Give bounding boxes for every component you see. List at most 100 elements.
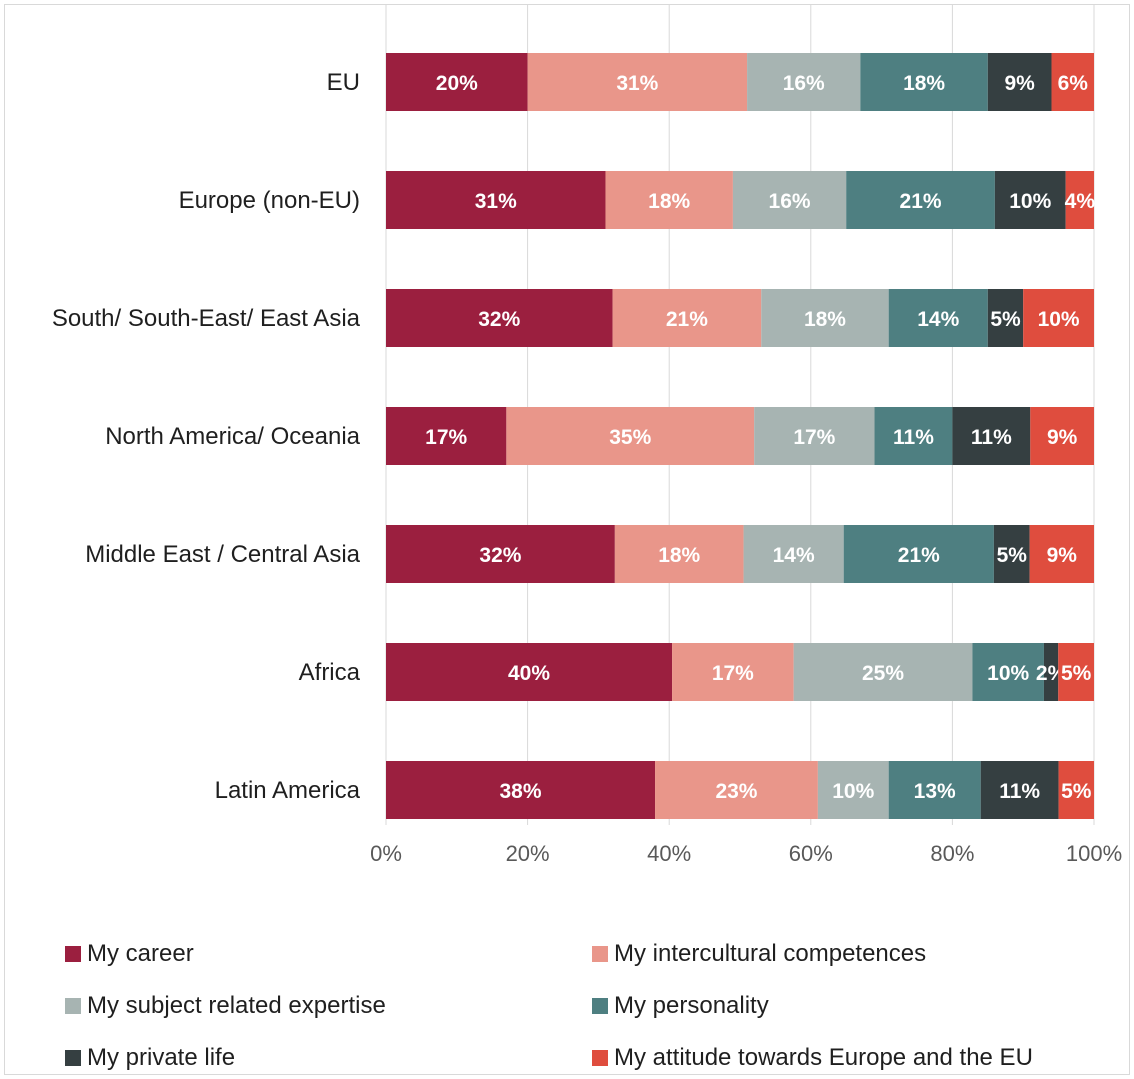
x-tick-label: 40%: [647, 841, 691, 866]
data-label: 23%: [715, 780, 757, 803]
data-label: 21%: [898, 544, 940, 567]
bar-segment: [732, 171, 847, 229]
chart-frame: 0% 20% 40% 60% 80% 100% EU 20% 31% 16% 18% 9% 6% Euro…: [4, 4, 1130, 1075]
data-label: 32%: [479, 544, 521, 567]
bar-segment: [754, 407, 875, 465]
data-label: 10%: [1009, 190, 1051, 213]
data-label: 4%: [1065, 190, 1096, 213]
legend-label: My subject related expertise: [87, 992, 386, 1019]
category-label: North America/ Oceania: [105, 423, 360, 450]
data-label: 18%: [648, 190, 690, 213]
bar-segment: [993, 525, 1030, 583]
bar-segment: [793, 643, 973, 701]
category-label: Africa: [299, 659, 361, 686]
data-label: 16%: [783, 72, 825, 95]
data-label: 9%: [1047, 426, 1078, 449]
data-label: 17%: [712, 662, 754, 685]
category-label: Middle East / Central Asia: [85, 541, 360, 568]
bar-segment: [1065, 171, 1094, 229]
legend-swatch: [592, 998, 608, 1014]
data-label: 14%: [773, 544, 815, 567]
bar-segment: [386, 761, 656, 819]
bar-segment: [817, 761, 889, 819]
bar-segment: [747, 53, 861, 111]
legend-item: My attitude towards Europe and the EU: [592, 1044, 1033, 1072]
bar-segment: [1058, 643, 1094, 701]
data-label: 16%: [769, 190, 811, 213]
legend-item: My intercultural competences: [592, 940, 926, 968]
category-label: Latin America: [215, 777, 361, 804]
category-label: EU: [327, 69, 360, 96]
x-tick-label: 0%: [370, 841, 402, 866]
stacked-bar-chart: 0% 20% 40% 60% 80% 100% EU 20% 31% 16% 18% 9% 6% Euro…: [52, 5, 1122, 866]
bar-segment: [386, 289, 613, 347]
legend-swatch: [65, 1050, 81, 1066]
bar-segment: [386, 53, 528, 111]
data-label: 40%: [508, 662, 550, 685]
bar-segment: [743, 525, 844, 583]
bar-segment: [994, 171, 1066, 229]
data-label: 32%: [478, 308, 520, 331]
data-label: 11%: [971, 426, 1012, 449]
x-tick-label: 60%: [789, 841, 833, 866]
bar-segment: [987, 53, 1052, 111]
x-tick-label: 20%: [506, 841, 550, 866]
bar-segment: [843, 525, 994, 583]
data-label: 5%: [1061, 662, 1092, 685]
bar-segment: [506, 407, 755, 465]
bar-segment: [655, 761, 818, 819]
bar-segment: [846, 171, 995, 229]
legend-swatch: [65, 998, 81, 1014]
legend-label: My personality: [614, 992, 769, 1019]
bar-segment: [1058, 761, 1094, 819]
bar-segment: [874, 407, 953, 465]
x-tick-label: 80%: [930, 841, 974, 866]
data-label: 10%: [987, 662, 1029, 685]
bar-segment: [860, 53, 988, 111]
legend-item: My career: [65, 940, 194, 968]
bar-segment: [612, 289, 762, 347]
legend-label: My intercultural competences: [614, 940, 927, 967]
bar-segment: [888, 761, 981, 819]
data-label: 31%: [475, 190, 517, 213]
bar-segment: [952, 407, 1031, 465]
data-label: 13%: [914, 780, 956, 803]
data-label: 17%: [793, 426, 835, 449]
data-label: 38%: [500, 780, 542, 803]
data-label: 21%: [666, 308, 708, 331]
data-label: 31%: [616, 72, 658, 95]
bar-segment: [888, 289, 988, 347]
bar-segment: [761, 289, 889, 347]
category-label: South/ South-East/ East Asia: [52, 305, 361, 332]
category-label: Europe (non-EU): [179, 187, 360, 214]
bar-segment: [1029, 525, 1094, 583]
data-label: 9%: [1004, 72, 1035, 95]
data-label: 18%: [903, 72, 945, 95]
bar-segment: [614, 525, 744, 583]
bar-segment: [527, 53, 748, 111]
x-tick-label: 100%: [1066, 841, 1122, 866]
bar-segment: [1043, 643, 1059, 701]
legend-label: My career: [87, 940, 194, 967]
legend-item: My private life: [65, 1044, 235, 1072]
legend-swatch: [592, 1050, 608, 1066]
data-label: 10%: [1038, 308, 1080, 331]
bar-segment: [386, 525, 615, 583]
legend-swatch: [65, 946, 81, 962]
legend-item: My subject related expertise: [65, 992, 386, 1020]
data-label: 5%: [1061, 780, 1092, 803]
data-label: 5%: [997, 544, 1028, 567]
data-label: 18%: [658, 544, 700, 567]
data-label: 9%: [1047, 544, 1078, 567]
legend-label: My private life: [87, 1044, 236, 1071]
bar-segment: [386, 171, 606, 229]
data-label: 25%: [862, 662, 904, 685]
data-label: 10%: [832, 780, 874, 803]
bar-segment: [672, 643, 794, 701]
data-label: 14%: [917, 308, 959, 331]
data-label: 11%: [999, 780, 1040, 803]
bar-segment: [1030, 407, 1094, 465]
legend-item: My personality: [592, 992, 769, 1020]
data-label: 21%: [900, 190, 942, 213]
bar-segment: [386, 643, 673, 701]
